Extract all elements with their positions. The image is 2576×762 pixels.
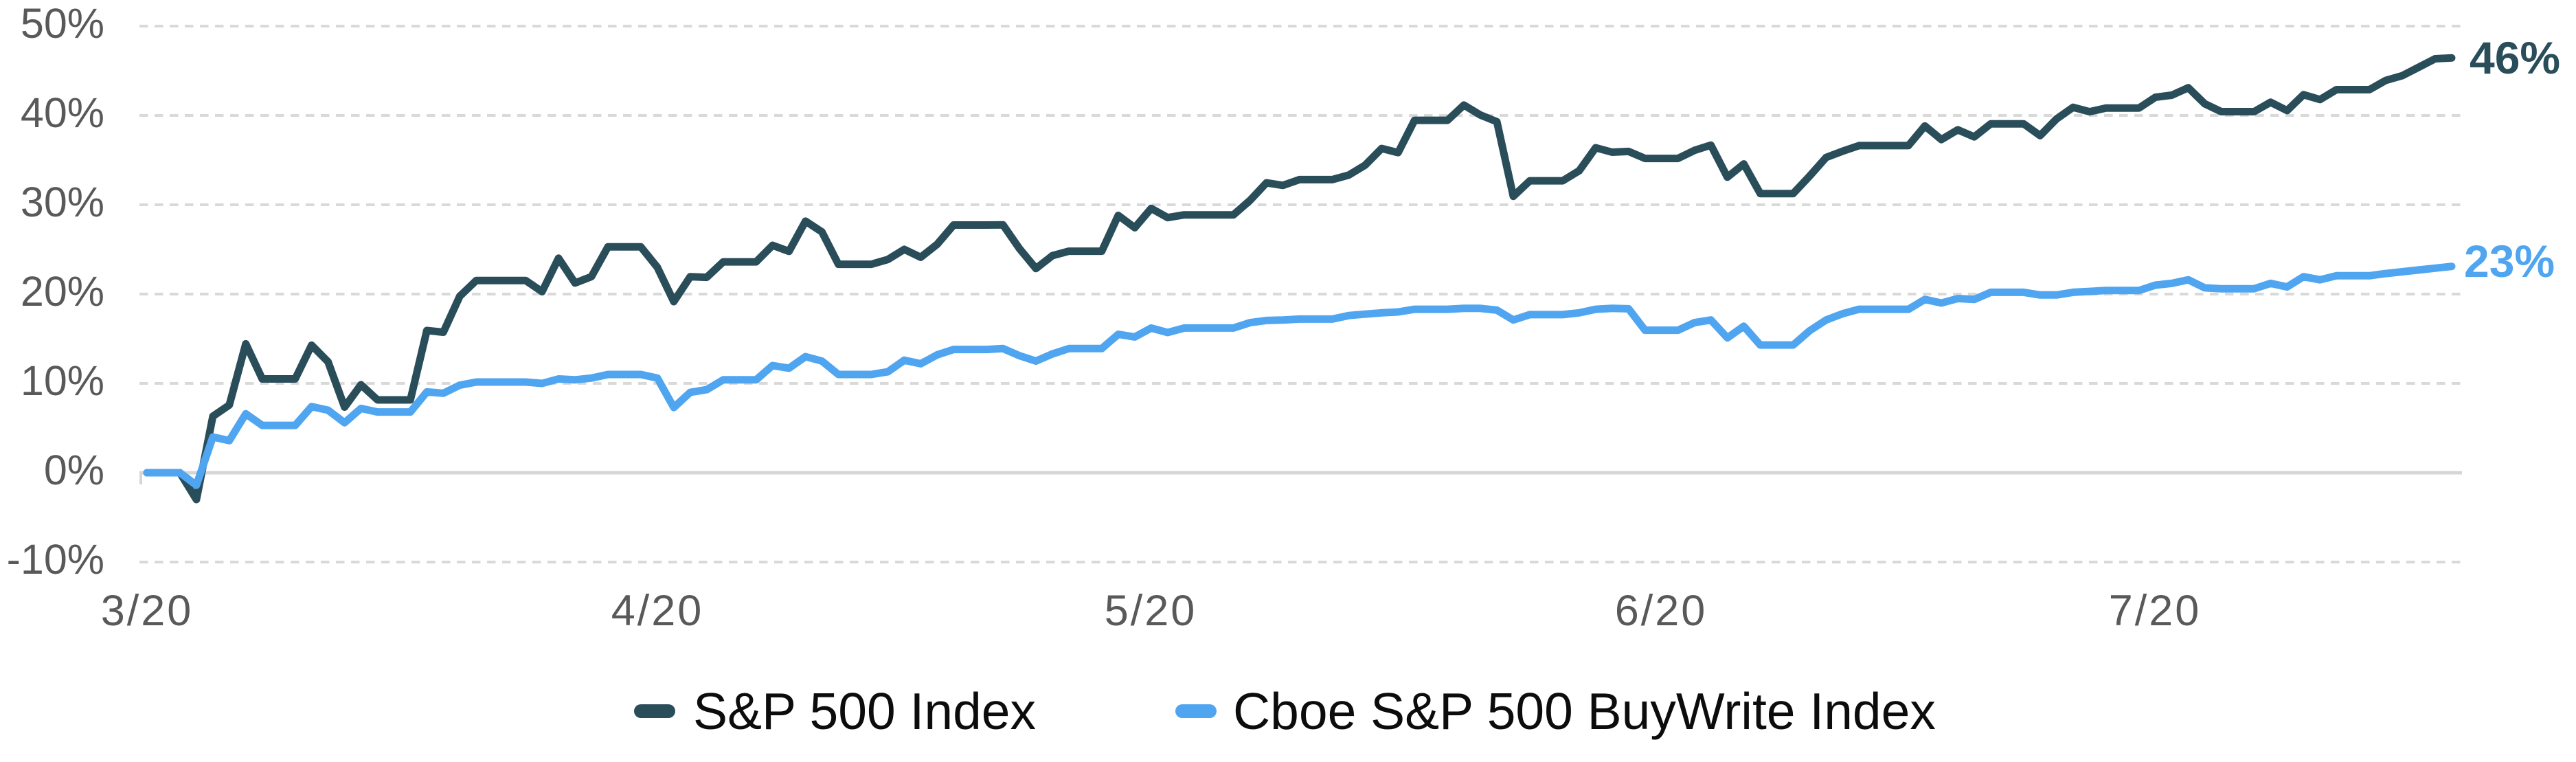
svg-text:23%: 23% bbox=[2464, 236, 2555, 287]
svg-text:6/20: 6/20 bbox=[1615, 587, 1708, 635]
svg-text:30%: 30% bbox=[21, 179, 104, 225]
svg-text:7/20: 7/20 bbox=[2109, 587, 2202, 635]
svg-text:5/20: 5/20 bbox=[1105, 587, 1197, 635]
svg-text:-10%: -10% bbox=[7, 536, 104, 583]
svg-text:4/20: 4/20 bbox=[611, 587, 704, 635]
svg-text:50%: 50% bbox=[21, 0, 104, 47]
svg-text:Cboe S&P 500 BuyWrite Index: Cboe S&P 500 BuyWrite Index bbox=[1233, 682, 1936, 740]
svg-text:S&P 500 Index: S&P 500 Index bbox=[693, 682, 1036, 740]
svg-text:46%: 46% bbox=[2470, 32, 2560, 83]
svg-text:10%: 10% bbox=[21, 357, 104, 404]
svg-text:3/20: 3/20 bbox=[101, 587, 194, 635]
svg-text:40%: 40% bbox=[21, 89, 104, 136]
svg-text:20%: 20% bbox=[21, 268, 104, 315]
svg-text:0%: 0% bbox=[44, 447, 104, 493]
